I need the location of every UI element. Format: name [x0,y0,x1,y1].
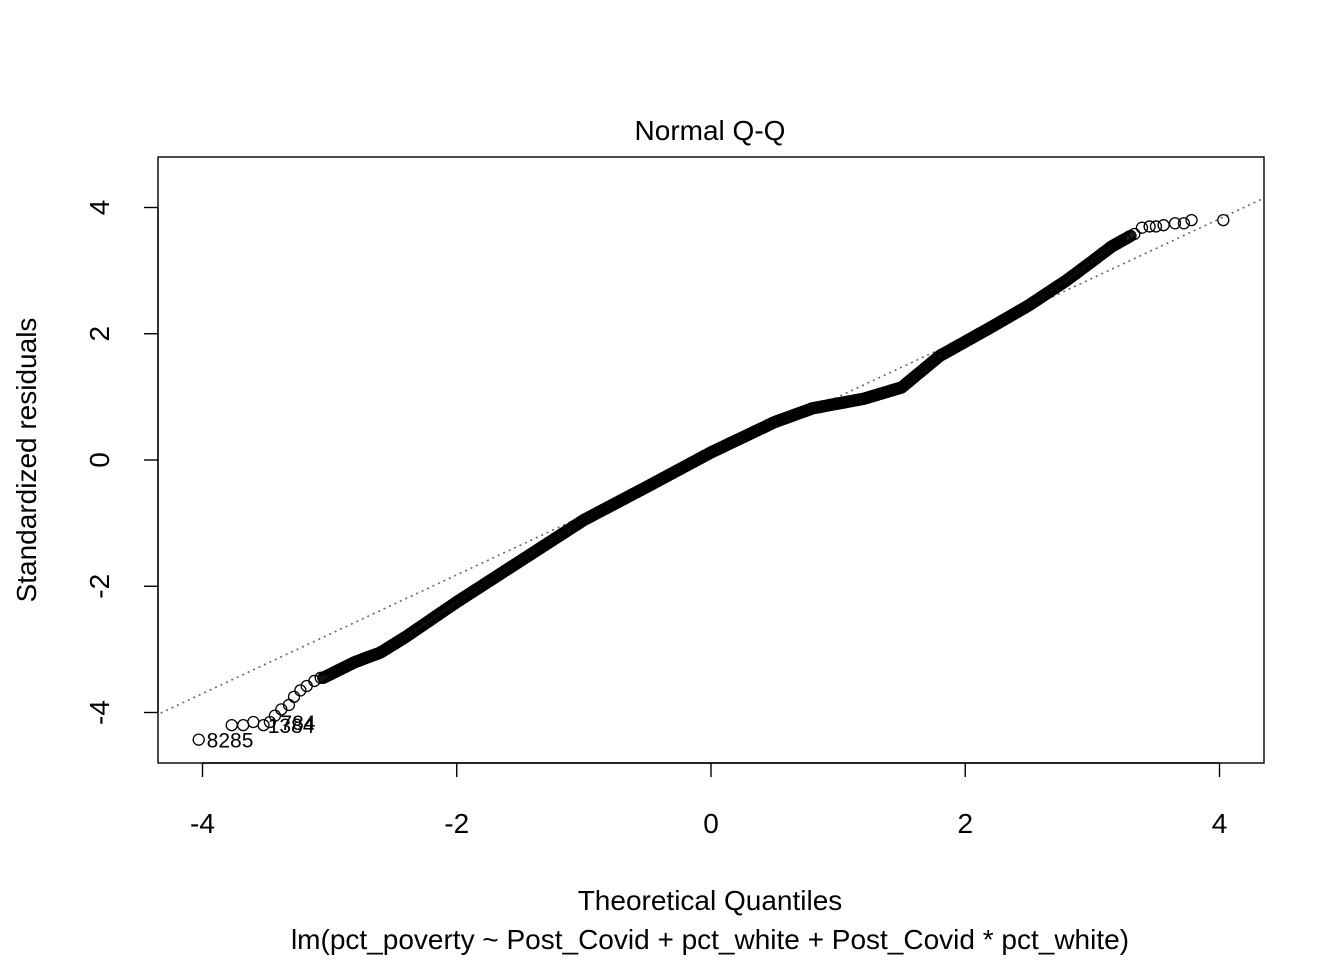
y-tick-label-3: 2 [84,326,115,342]
data-point-650 [1128,227,1141,241]
data-point-639 [247,715,260,729]
data-point-636 [192,733,205,746]
x-tick-label-4: 4 [1212,808,1228,839]
y-axis-label: Standardized residuals [11,318,42,603]
x-axis: -4 -2 0 2 4 [190,762,1228,839]
y-tick-label-1: -2 [84,574,115,599]
data-point-653 [1149,220,1163,233]
chart-title: Normal Q-Q [635,115,786,146]
x-axis-label: Theoretical Quantiles [578,885,843,916]
data-point-655 [1168,217,1182,230]
point-label-2: 784 [280,712,315,735]
data-point-651 [1135,221,1149,234]
y-axis: -4 -2 0 2 4 [84,200,159,725]
data-point-645 [287,690,301,703]
data-point-654 [1157,219,1170,232]
data-point-649 [314,671,327,684]
x-tick-label-3: 2 [957,808,973,839]
x-tick-label-2: 0 [703,808,719,839]
x-tick-label-0: -4 [190,808,215,839]
data-point-646 [294,684,307,697]
x-tick-label-1: -2 [444,808,469,839]
y-tick-label-0: -4 [84,700,115,725]
data-point-640 [257,718,270,732]
data-point-656 [1177,217,1191,230]
data-point-657 [1185,213,1198,227]
data-point-658 [1217,213,1230,227]
data-point-652 [1143,220,1156,233]
y-tick-label-2: 0 [84,452,115,468]
data-point-648 [308,674,321,688]
chart-subtitle: lm(pct_poverty ~ Post_Covid + pct_white … [291,924,1129,955]
point-label-0: 8285 [207,730,254,753]
point-label-1: 1384 [268,715,315,738]
data-point-642 [268,709,282,722]
y-tick-label-4: 4 [84,200,115,216]
